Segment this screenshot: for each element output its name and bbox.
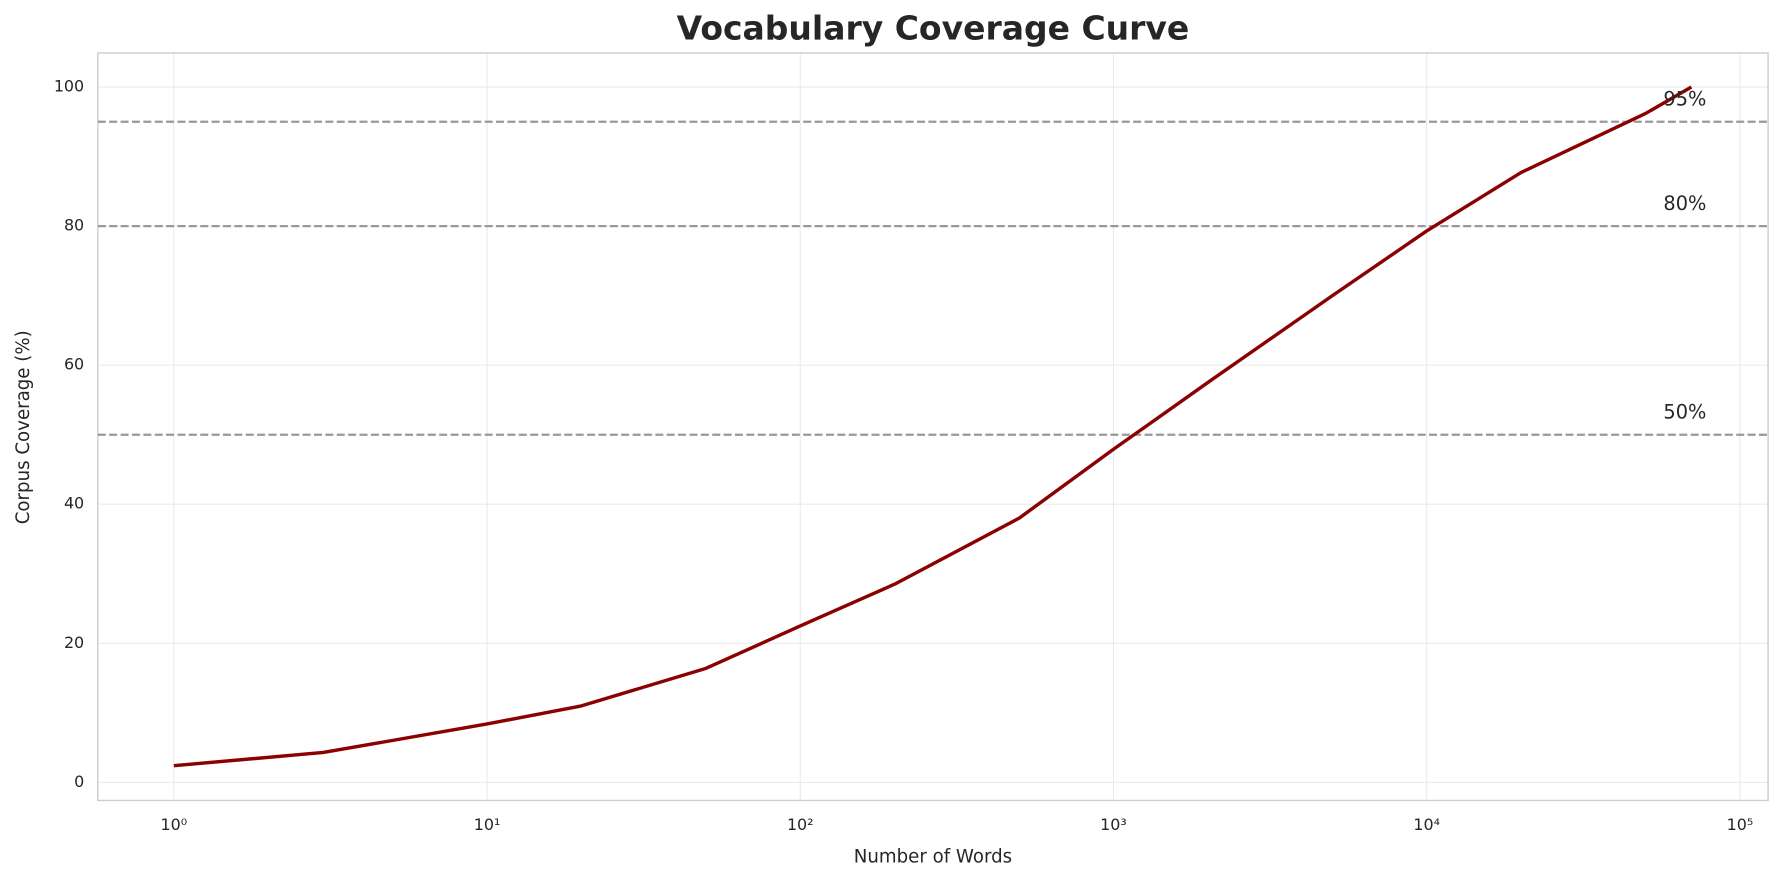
y-tick-label: 0 xyxy=(74,772,84,791)
y-tick-label: 40 xyxy=(64,494,84,513)
data-line xyxy=(173,85,1693,768)
chart-title: Vocabulary Coverage Curve xyxy=(677,9,1190,48)
x-tick-label: 10⁰ xyxy=(161,815,188,834)
x-tick-label: 10³ xyxy=(1100,815,1127,834)
y-tick-label: 60 xyxy=(64,355,84,374)
y-tick-label: 20 xyxy=(64,633,84,652)
reference-label: 95% xyxy=(1663,88,1706,111)
x-tick-label: 10⁴ xyxy=(1413,815,1440,834)
x-tick-label: 10⁵ xyxy=(1727,815,1754,834)
y-tick-label: 100 xyxy=(54,77,84,96)
reference-label: 80% xyxy=(1663,192,1706,215)
x-axis-label: Number of Words xyxy=(854,846,1012,867)
y-axis-label: Corpus Coverage (%) xyxy=(13,330,34,524)
reference-label: 50% xyxy=(1663,401,1706,424)
y-tick-label: 80 xyxy=(64,216,84,235)
plot-frame xyxy=(97,52,1769,802)
x-tick-label: 10² xyxy=(787,815,814,834)
x-tick-label: 10¹ xyxy=(474,815,501,834)
